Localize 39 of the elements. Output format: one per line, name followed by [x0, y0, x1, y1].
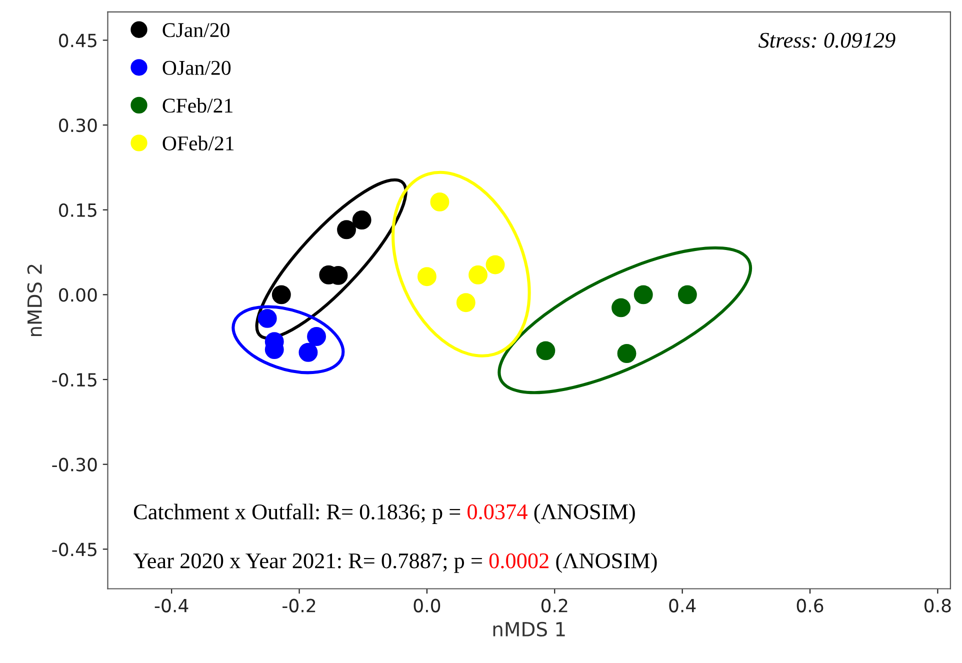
x-tick-label: 0.8: [924, 598, 951, 612]
point: [430, 192, 450, 212]
x-tick-label: -0.4: [154, 598, 188, 612]
x-tick-label: 0.2: [541, 598, 568, 612]
point: [307, 327, 326, 346]
y-tick-label: 0.15: [59, 203, 96, 217]
point: [612, 298, 631, 318]
point: [272, 285, 291, 304]
y-tick-label: 0.00: [59, 288, 97, 302]
point: [468, 265, 488, 284]
legend-label: CFeb/21: [162, 98, 232, 113]
legend-label: CJan/20: [162, 23, 230, 38]
point: [617, 344, 636, 363]
x-tick-label: -0.2: [282, 598, 316, 612]
annotation: Year 2020 x Year 2021: R= 0.7887; p = 0.0002 (ΛNOSIM): [133, 552, 657, 573]
y-tick-label: -0.45: [52, 542, 96, 556]
x-tick-label: 0.4: [669, 598, 696, 612]
point: [417, 267, 436, 286]
x-tick-label: 0.6: [796, 598, 824, 612]
annotation: Stress: 0.09129: [758, 32, 896, 48]
legend-label: OJan/20: [162, 60, 231, 75]
annotation: Catchment x Outfall: R= 0.1836; p = 0.0374 (ΛNOSIM): [134, 504, 635, 524]
y-axis-title: nMDS 2: [27, 264, 42, 336]
x-tick-label: 0.0: [414, 598, 440, 612]
x-axis-title: nMDS 1: [493, 622, 565, 637]
y-tick-label: -0.30: [52, 458, 97, 472]
point: [337, 220, 356, 240]
y-tick-label: 0.45: [59, 34, 96, 48]
point: [352, 210, 372, 230]
point: [678, 285, 697, 304]
point: [536, 341, 556, 360]
y-tick-label: 0.30: [59, 118, 97, 132]
y-tick-label: -0.15: [52, 372, 96, 387]
point: [634, 285, 653, 304]
point: [456, 293, 476, 312]
point: [258, 308, 277, 328]
point: [486, 255, 505, 274]
point: [298, 342, 318, 362]
legend-label: OFeb/21: [162, 136, 234, 150]
